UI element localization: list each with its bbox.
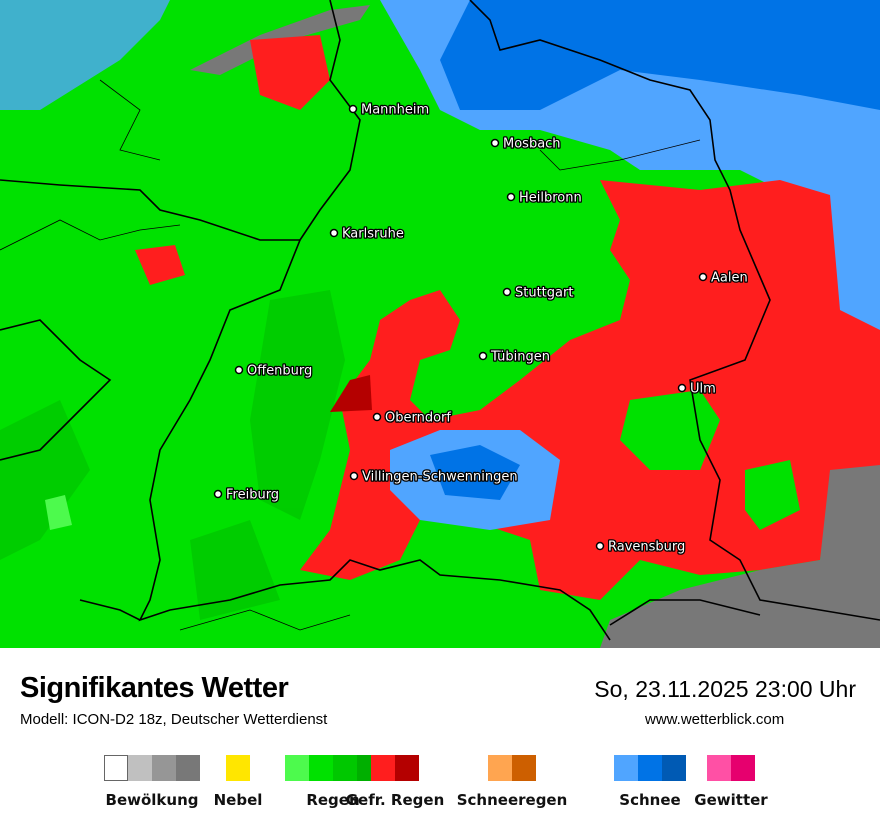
snow-area-northwest bbox=[0, 0, 170, 110]
website-link[interactable]: www.wetterblick.com bbox=[645, 711, 785, 728]
legend-swatch bbox=[226, 755, 250, 781]
snow-area-dark bbox=[440, 0, 880, 110]
city-oberndorf: Oberndorf bbox=[372, 409, 453, 427]
legend-label: Schnee bbox=[619, 791, 681, 809]
borders bbox=[0, 0, 880, 641]
legend-item-nebel: Nebel bbox=[214, 755, 262, 809]
legend-swatches bbox=[488, 755, 536, 781]
page-title: Signifikantes Wetter bbox=[20, 672, 289, 704]
city-dot-icon bbox=[348, 104, 358, 114]
rain-island-southeast bbox=[745, 460, 800, 530]
city-label: Ulm bbox=[690, 382, 716, 397]
legend-swatches bbox=[226, 755, 250, 781]
legend-swatch bbox=[512, 755, 536, 781]
city-label: Freiburg bbox=[226, 488, 279, 503]
legend-swatches bbox=[285, 755, 381, 781]
city-dot-icon bbox=[372, 412, 382, 422]
city-heilbronn: Heilbronn bbox=[506, 189, 583, 207]
city-label: Villingen-Schwenningen bbox=[362, 470, 518, 485]
legend-swatch bbox=[371, 755, 395, 781]
legend-swatch bbox=[176, 755, 200, 781]
city-mannheim: Mannheim bbox=[348, 101, 430, 119]
freezing-rain-dark bbox=[330, 375, 372, 412]
city-tübingen: Tübingen bbox=[478, 348, 551, 366]
legend-label: Schneeregen bbox=[456, 791, 568, 809]
city-freiburg: Freiburg bbox=[213, 486, 280, 504]
legend-swatch bbox=[395, 755, 419, 781]
city-dot-icon bbox=[502, 287, 512, 297]
legend-swatch bbox=[128, 755, 152, 781]
legend-swatch bbox=[638, 755, 662, 781]
legend-item-gefr-regen: Gefr. Regen bbox=[346, 755, 444, 809]
cloud-area-southeast bbox=[600, 465, 880, 648]
city-label: Aalen bbox=[711, 271, 748, 286]
legend-label: Gefr. Regen bbox=[345, 791, 445, 809]
city-label: Tübingen bbox=[490, 350, 550, 365]
freezing-rain-northwest bbox=[250, 35, 330, 110]
legend-item-schnee: Schnee bbox=[614, 755, 686, 809]
city-dot-icon bbox=[478, 351, 488, 361]
legend-item-gewitter: Gewitter bbox=[694, 755, 768, 809]
legend-label: Regen bbox=[306, 791, 360, 809]
city-label: Mannheim bbox=[361, 103, 429, 118]
legend-swatches bbox=[707, 755, 755, 781]
legend-swatches bbox=[371, 755, 419, 781]
city-dot-icon bbox=[213, 489, 223, 499]
weather-map: Mannheim Mosbach Heilbronn Karlsruhe Stuttga… bbox=[0, 0, 880, 648]
city-label: Karlsruhe bbox=[342, 227, 404, 242]
legend-label: Nebel bbox=[213, 791, 263, 809]
legend-item-bewölkung: Bewölkung bbox=[104, 755, 200, 809]
legend-swatch bbox=[152, 755, 176, 781]
city-dot-icon bbox=[329, 228, 339, 238]
city-karlsruhe: Karlsruhe bbox=[329, 225, 405, 243]
city-label: Mosbach bbox=[503, 137, 561, 152]
model-subtitle: Modell: ICON-D2 18z, Deutscher Wetterdie… bbox=[20, 711, 328, 728]
legend-swatch bbox=[488, 755, 512, 781]
city-label: Offenburg bbox=[247, 364, 312, 379]
legend-swatches bbox=[104, 755, 200, 781]
snow-area-schwarzwald-dark bbox=[430, 445, 520, 500]
legend-swatch bbox=[333, 755, 357, 781]
city-dot-icon bbox=[234, 365, 244, 375]
legend-swatch bbox=[614, 755, 638, 781]
freezing-rain-patch bbox=[135, 245, 185, 285]
legend: Bewölkung Nebel Regen Gefr. Regen Schneerege… bbox=[0, 755, 880, 815]
city-ulm: Ulm bbox=[677, 380, 717, 398]
forecast-datetime: So, 23.11.2025 23:00 Uhr bbox=[594, 676, 856, 702]
light-rain-patch bbox=[45, 495, 72, 530]
city-dot-icon bbox=[677, 383, 687, 393]
city-markers: Mannheim Mosbach Heilbronn Karlsruhe Stuttga… bbox=[213, 101, 749, 556]
legend-item-regen: Regen bbox=[285, 755, 381, 809]
city-dot-icon bbox=[349, 471, 359, 481]
city-dot-icon bbox=[506, 192, 516, 202]
city-label: Ravensburg bbox=[608, 540, 685, 555]
legend-swatches bbox=[614, 755, 686, 781]
legend-swatch bbox=[662, 755, 686, 781]
city-villingen-schwenningen: Villingen-Schwenningen bbox=[349, 468, 519, 486]
legend-swatch bbox=[309, 755, 333, 781]
river-lines bbox=[0, 79, 701, 631]
legend-swatch bbox=[104, 755, 128, 781]
dark-rain-patches bbox=[0, 290, 345, 620]
city-stuttgart: Stuttgart bbox=[502, 284, 575, 302]
city-label: Heilbronn bbox=[519, 191, 582, 206]
legend-swatch bbox=[707, 755, 731, 781]
city-label: Stuttgart bbox=[515, 286, 573, 301]
city-dot-icon bbox=[595, 541, 605, 551]
legend-item-schneeregen: Schneeregen bbox=[457, 755, 567, 809]
legend-label: Bewölkung bbox=[105, 791, 199, 809]
legend-swatch bbox=[731, 755, 755, 781]
city-label: Oberndorf bbox=[385, 411, 451, 426]
city-mosbach: Mosbach bbox=[490, 135, 562, 153]
legend-label: Gewitter bbox=[694, 791, 768, 809]
city-dot-icon bbox=[490, 138, 500, 148]
city-aalen: Aalen bbox=[698, 269, 749, 287]
legend-swatch bbox=[285, 755, 309, 781]
city-ravensburg: Ravensburg bbox=[595, 538, 687, 556]
city-dot-icon bbox=[698, 272, 708, 282]
city-offenburg: Offenburg bbox=[234, 362, 314, 380]
